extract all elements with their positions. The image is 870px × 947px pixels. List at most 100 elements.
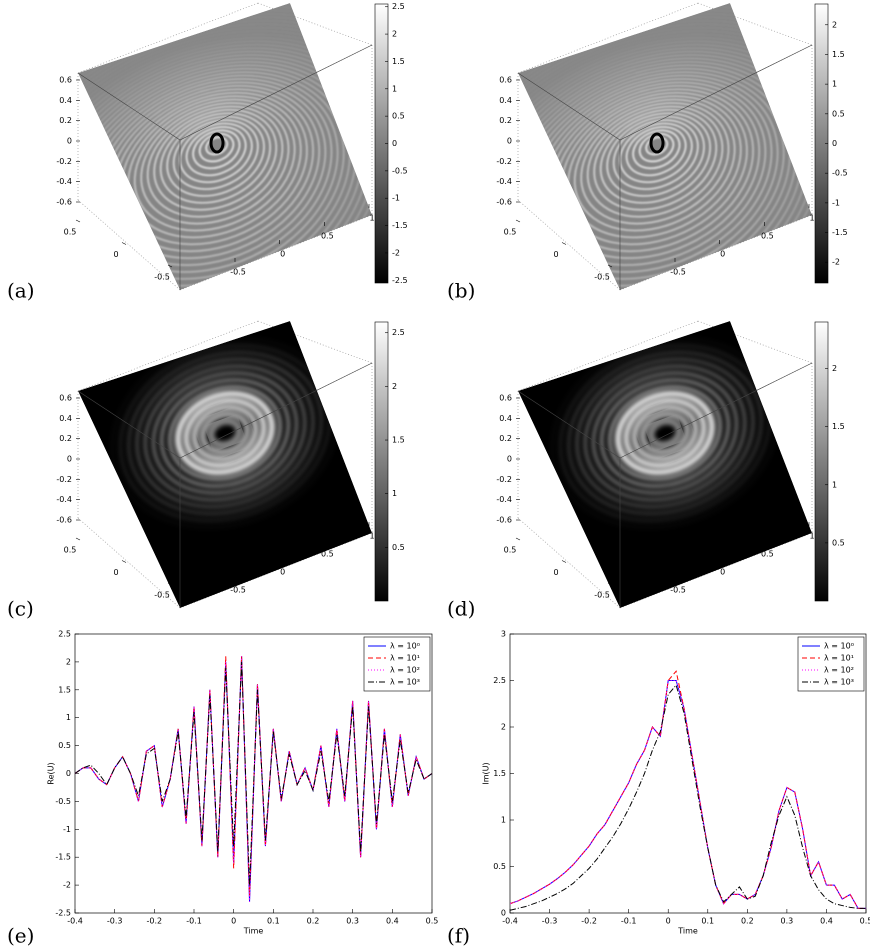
y-tick-label: 0.5 xyxy=(64,228,77,237)
series-line xyxy=(75,661,432,886)
z-tick-label: -0.6 xyxy=(56,516,72,525)
ring xyxy=(135,357,315,509)
colorbar-tick-label: 2 xyxy=(392,382,397,391)
ring xyxy=(612,119,699,191)
x-tick-label: -0.2 xyxy=(147,917,163,926)
ring xyxy=(172,119,259,191)
z-tick-label: 0.6 xyxy=(59,394,72,403)
z-tick-label: -0.4 xyxy=(56,495,72,504)
surface-panel: 0.6 0.4 0.2 0 -0.2 -0.4 -0.6 0.5 0 -0.5 -0.5 0 0.5 1 2… xyxy=(447,320,845,621)
colorbar-tick-label: 0.5 xyxy=(392,112,405,121)
y-tick xyxy=(607,582,613,586)
y-tick xyxy=(75,219,81,223)
colorbar-tick-label: 1.5 xyxy=(832,50,845,59)
y-tick xyxy=(75,537,81,541)
legend-label: λ = 10³ xyxy=(824,678,854,687)
ring xyxy=(78,36,372,290)
ring xyxy=(599,112,712,204)
z-tick-label: -0.4 xyxy=(496,177,512,186)
z-tick-label: 0.4 xyxy=(499,414,512,423)
colorbar-tick-label: -0.5 xyxy=(832,169,848,178)
z-tick-label: -0.4 xyxy=(56,177,72,186)
z-tick-label: 0.4 xyxy=(59,96,72,105)
z-tick-label: -0.6 xyxy=(496,198,512,207)
ring xyxy=(593,108,718,211)
y-tick-label: -1.5 xyxy=(55,853,71,862)
colorbar-tick-label: 0 xyxy=(832,139,837,148)
panel-label: (b) xyxy=(447,279,475,303)
y-tick-label: 2 xyxy=(501,723,506,732)
y-tick-label: 0.5 xyxy=(504,228,517,237)
x-tick-label: 0.5 xyxy=(860,917,870,926)
colorbar-tick-label: -0.5 xyxy=(392,166,408,175)
box-edge xyxy=(517,320,699,392)
core xyxy=(649,132,665,154)
ring xyxy=(580,101,730,225)
z-tick-label: 0.6 xyxy=(499,76,512,85)
box-edge xyxy=(517,2,699,74)
ring xyxy=(583,364,747,502)
y-tick-label: 1 xyxy=(501,816,506,825)
colorbar-tick-label: 1 xyxy=(392,489,397,498)
y-tick xyxy=(121,560,127,563)
y-tick xyxy=(607,264,613,268)
x-tick-label: 0.1 xyxy=(701,917,714,926)
ring xyxy=(591,371,739,495)
ring xyxy=(182,397,268,469)
ring xyxy=(174,390,276,476)
ring xyxy=(151,371,299,495)
ring xyxy=(160,378,290,488)
series-line xyxy=(510,680,866,909)
ring xyxy=(146,105,284,218)
ring xyxy=(192,129,241,170)
front-edge xyxy=(77,362,373,459)
ring xyxy=(622,397,708,469)
z-tick-label: 0 xyxy=(67,455,72,464)
colorbar-tick-label: 2 xyxy=(832,20,837,29)
front-edge xyxy=(517,44,813,141)
z-tick-label: -0.2 xyxy=(56,157,72,166)
colorbar-tick-label: 1 xyxy=(832,80,837,89)
y-tick-label: 0 xyxy=(553,568,558,577)
surface-panel: 0.6 0.4 0.2 0 -0.2 -0.4 -0.6 0.5 0 -0.5 -0.5 0 0.5 1 2… xyxy=(7,320,405,621)
ring xyxy=(140,101,290,225)
colorbar xyxy=(374,321,389,602)
colorbar-tick-label: -2 xyxy=(392,248,400,257)
x-tick-label: 0.5 xyxy=(426,917,439,926)
box-edge xyxy=(697,320,813,364)
ring xyxy=(600,378,730,488)
x-tick-label: -0.4 xyxy=(67,917,83,926)
x-tick-label: -0.1 xyxy=(186,917,202,926)
colorbar-tick-label: -1 xyxy=(832,198,840,207)
colorbar-tick-label: 1 xyxy=(392,84,397,93)
x-tick-label: 0 xyxy=(720,568,725,577)
ring xyxy=(518,43,812,290)
series-line xyxy=(510,670,866,909)
x-tick-label: 0.5 xyxy=(761,550,774,559)
ring xyxy=(625,125,687,177)
y-tick xyxy=(515,537,521,541)
z-tick-label: -0.4 xyxy=(496,495,512,504)
ring xyxy=(630,403,700,463)
x-tick-label: -0.2 xyxy=(581,917,597,926)
z-tick-label: -0.2 xyxy=(496,475,512,484)
y-axis-label: Re(U) xyxy=(47,762,56,784)
ring xyxy=(606,115,706,198)
colorbar-tick-label: 2 xyxy=(392,30,397,39)
x-tick-label: 0.5 xyxy=(321,232,334,241)
legend-label: λ = 10¹ xyxy=(824,654,854,663)
colorbar-tick-label: -1 xyxy=(392,194,400,203)
colorbar-tick-label: -1.5 xyxy=(832,228,848,237)
x-tick-label: 0.1 xyxy=(267,917,280,926)
y-tick-label: -0.5 xyxy=(55,797,71,806)
surface xyxy=(78,3,372,290)
x-axis-label: Time xyxy=(243,927,264,936)
ring xyxy=(608,385,722,481)
ring xyxy=(153,108,278,211)
colorbar-tick-label: 0 xyxy=(392,139,397,148)
y-tick-label: -0.5 xyxy=(594,273,610,282)
x-tick-label: 1 xyxy=(809,214,814,223)
x-tick-label: -0.3 xyxy=(107,917,123,926)
box-edge xyxy=(77,320,259,392)
ring xyxy=(575,357,755,509)
